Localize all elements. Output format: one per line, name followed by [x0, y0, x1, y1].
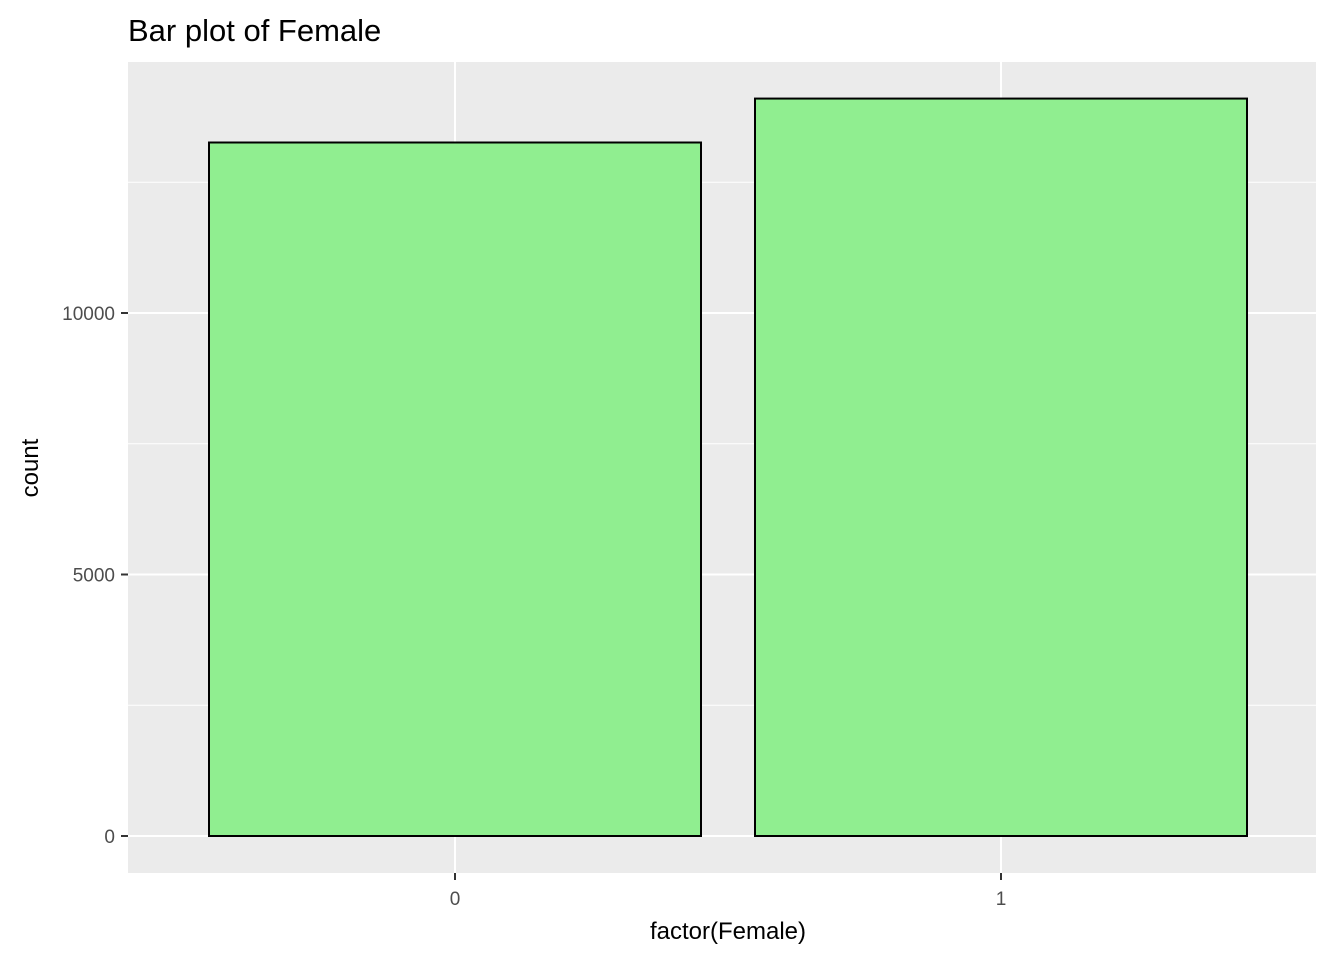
x-tick-label: 0: [450, 889, 461, 910]
y-axis-title: count: [17, 438, 44, 497]
y-tick-label: 0: [104, 827, 115, 848]
bars: [208, 97, 1248, 837]
x-tick-label: 1: [996, 889, 1007, 910]
chart-title: Bar plot of Female: [128, 13, 381, 48]
y-axis: 0 5000 10000: [62, 304, 128, 848]
bar-0: [208, 141, 702, 837]
x-axis-title: factor(Female): [650, 918, 806, 945]
bar-1: [754, 97, 1248, 837]
y-tick-label: 10000: [62, 304, 115, 325]
y-tick-label: 5000: [73, 566, 115, 587]
